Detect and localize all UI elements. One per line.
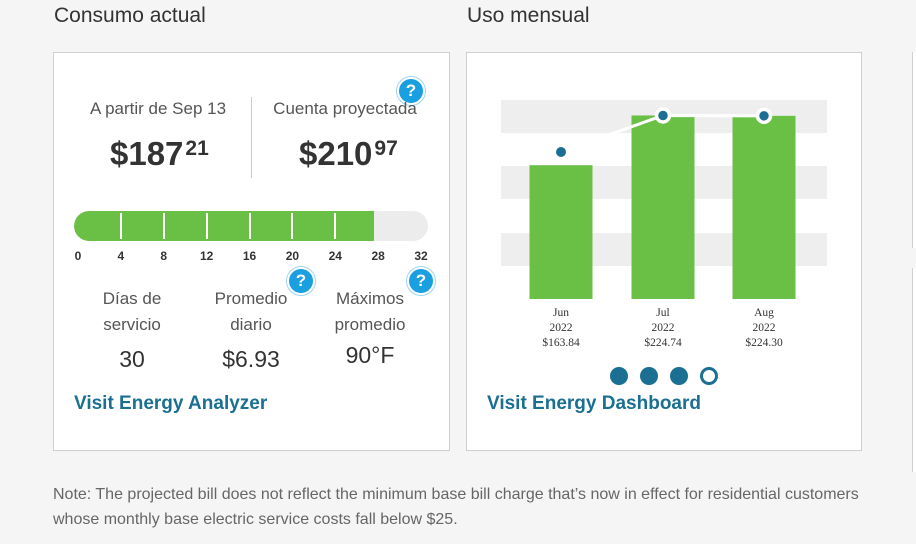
amount-divider <box>251 97 252 178</box>
chart-x-label-amount: $224.74 <box>644 337 682 349</box>
carousel-dot[interactable] <box>640 367 658 385</box>
chart-x-label-year: 2022 <box>752 322 776 334</box>
stat-days-label: Días de servicio <box>82 286 182 338</box>
progress-segment-divider <box>248 213 251 239</box>
billing-progress-bar <box>74 211 428 241</box>
help-icon-max-average[interactable]: ? <box>407 267 435 295</box>
stat-max-value: 90°F <box>345 342 395 368</box>
stat-days-label-line2: servicio <box>103 315 161 334</box>
chart-point[interactable] <box>755 107 773 125</box>
chart-point[interactable] <box>556 147 566 157</box>
stat-daily-label: Promedio diario <box>201 286 301 338</box>
projected-amount: $21097 <box>299 135 398 173</box>
progress-tick-label: 20 <box>285 249 300 263</box>
chart-bar[interactable] <box>529 165 593 299</box>
chart-x-label: Jul 2022 $224.74 <box>623 306 703 351</box>
stat-days-value: 30 <box>119 346 145 372</box>
consumo-actual-title: Consumo actual <box>54 4 206 27</box>
stat-days-label-line1: Días de <box>102 289 162 308</box>
projected-bill-note: Note: The projected bill does not reflec… <box>53 486 859 528</box>
current-dollars: $187 <box>110 135 184 172</box>
stat-daily-value: $6.93 <box>222 346 280 372</box>
current-cents: 21 <box>185 137 209 160</box>
progress-segment-divider <box>205 213 208 239</box>
chart-x-label: Aug 2022 $224.30 <box>724 306 804 351</box>
projected-cents: 97 <box>374 137 398 160</box>
current-amount: $18721 <box>110 135 209 173</box>
progress-segment-divider <box>291 213 294 239</box>
chart-x-label-amount: $224.30 <box>745 337 783 349</box>
chart-x-label-year: 2022 <box>549 322 573 334</box>
chart-x-label-month: Aug <box>754 307 774 319</box>
stat-daily-label-line1: Promedio <box>214 289 288 308</box>
stat-max-label-line1: Máximos <box>335 289 404 308</box>
billing-progress-fill <box>74 211 375 241</box>
help-icon-projected[interactable]: ? <box>397 77 425 105</box>
monthly-usage-chart <box>501 100 827 299</box>
progress-segment-divider <box>119 213 122 239</box>
stat-max-label: Máximos promedio <box>320 286 420 338</box>
progress-tick-label: 28 <box>371 249 385 263</box>
progress-tick-label: 24 <box>328 249 342 263</box>
carousel-dot[interactable] <box>670 367 688 385</box>
carousel-dot[interactable] <box>610 367 628 385</box>
progress-tick-label: 8 <box>160 249 168 263</box>
chart-x-label-month: Jun <box>553 307 569 319</box>
chart-x-label-amount: $163.84 <box>542 337 580 349</box>
next-card-edge-top <box>912 52 916 248</box>
stat-daily-label-line2: diario <box>230 315 272 334</box>
progress-segment-divider <box>334 213 337 239</box>
projected-label: Cuenta proyectada <box>273 99 417 118</box>
progress-segment-divider <box>162 213 165 239</box>
chart-x-label-month: Jul <box>656 307 670 319</box>
chart-bar[interactable] <box>631 115 695 299</box>
progress-tick-label: 16 <box>242 249 257 263</box>
chart-bar[interactable] <box>732 115 796 299</box>
progress-tick-label: 4 <box>117 249 125 263</box>
progress-tick-label: 0 <box>74 249 82 263</box>
energy-dashboard-link[interactable]: Visit Energy Dashboard <box>487 393 701 414</box>
chart-point[interactable] <box>654 107 672 124</box>
help-icon-daily-average[interactable]: ? <box>287 267 315 295</box>
uso-mensual-title: Uso mensual <box>467 4 590 27</box>
chart-x-label-year: 2022 <box>651 322 675 334</box>
as-of-label: A partir de Sep 13 <box>89 99 227 118</box>
progress-tick-label: 12 <box>199 249 214 263</box>
next-card-edge-bottom <box>912 268 916 472</box>
projected-dollars: $210 <box>299 135 373 172</box>
progress-tick-label: 32 <box>414 249 428 263</box>
chart-x-label: Jun 2022 $163.84 <box>521 306 601 351</box>
carousel-dot[interactable] <box>700 367 718 385</box>
energy-analyzer-link[interactable]: Visit Energy Analyzer <box>74 393 268 414</box>
stat-max-label-line2: promedio <box>334 315 406 334</box>
